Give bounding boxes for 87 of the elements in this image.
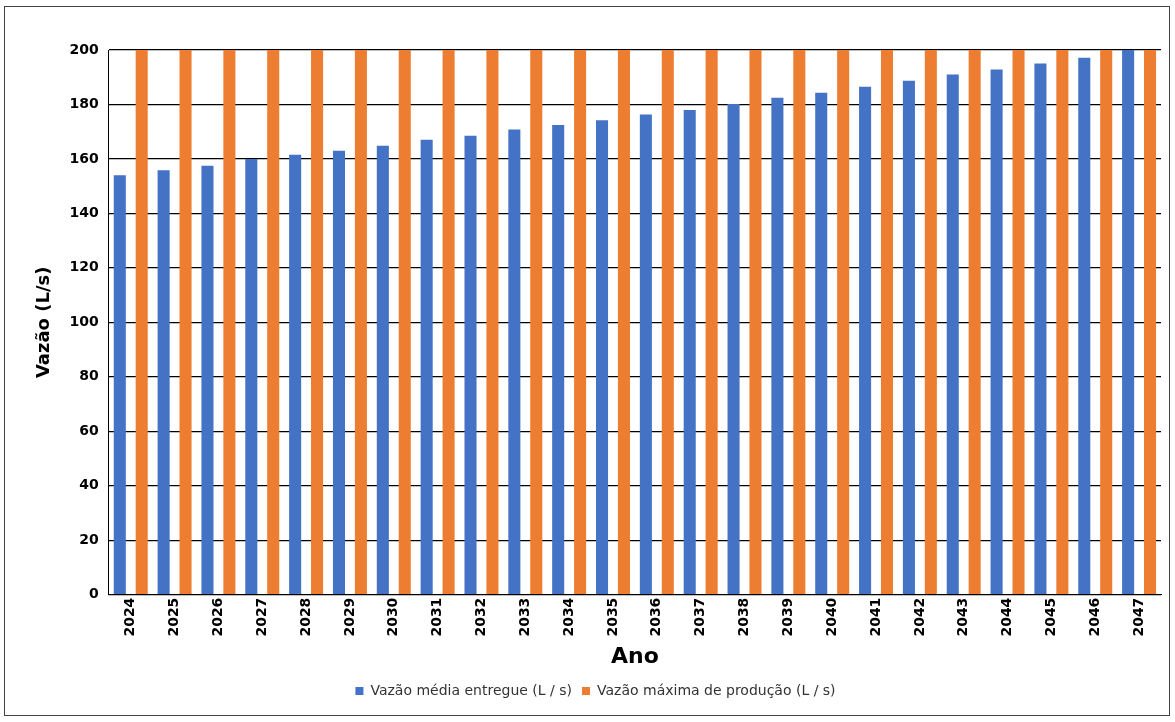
bar — [727, 103, 740, 595]
x-tick-label: 2040 — [822, 597, 839, 637]
bar — [771, 97, 784, 595]
bar — [902, 80, 915, 595]
bar — [442, 50, 455, 595]
bar — [552, 124, 565, 595]
x-tick-label: 2042 — [910, 597, 927, 637]
bar — [1056, 50, 1069, 595]
bar — [354, 50, 367, 595]
bar — [508, 129, 521, 595]
x-tick-label: 2043 — [954, 597, 971, 637]
x-tick-label: 2046 — [1085, 597, 1102, 637]
x-tick-label: 2028 — [296, 597, 313, 637]
legend-label: Vazão máxima de produção (L / s) — [596, 681, 836, 698]
bar — [749, 50, 762, 595]
bar — [705, 50, 718, 595]
y-tick-label: 120 — [69, 258, 100, 275]
bar — [223, 50, 236, 595]
x-tick-label: 2030 — [384, 597, 401, 637]
bar — [201, 165, 214, 595]
bar — [420, 139, 433, 595]
bar — [398, 50, 411, 595]
bar — [311, 50, 324, 595]
x-tick-label: 2044 — [998, 597, 1015, 637]
bar — [1078, 57, 1091, 595]
bar — [1034, 63, 1047, 595]
bar — [289, 154, 302, 595]
x-tick-label: 2032 — [472, 597, 489, 637]
bar — [639, 114, 652, 595]
bar — [267, 50, 280, 595]
x-tick-label: 2031 — [428, 597, 445, 637]
y-tick-label: 0 — [89, 585, 100, 602]
x-tick-label: 2024 — [121, 597, 138, 637]
bar — [135, 50, 148, 595]
bar — [924, 50, 937, 595]
bar — [661, 50, 674, 595]
bar — [530, 50, 543, 595]
legend-label: Vazão média entregue (L / s) — [370, 681, 572, 698]
bar — [157, 170, 170, 595]
bar — [464, 135, 477, 595]
x-tick-label: 2027 — [252, 597, 269, 637]
bar — [793, 50, 806, 595]
bar — [837, 50, 850, 595]
y-tick-label: 160 — [69, 149, 100, 166]
bar — [486, 50, 499, 595]
x-tick-label: 2038 — [735, 597, 752, 637]
bar — [574, 50, 587, 595]
bar — [617, 50, 630, 595]
x-tick-label: 2035 — [603, 597, 620, 637]
bar — [1144, 50, 1157, 595]
x-tick-label: 2037 — [691, 597, 708, 637]
bar — [1012, 50, 1025, 595]
x-tick-label: 2026 — [209, 597, 226, 637]
bar — [596, 120, 609, 595]
bar — [859, 86, 872, 595]
y-tick-label: 200 — [69, 40, 100, 57]
bar — [376, 145, 389, 595]
bar — [179, 50, 192, 595]
bar — [946, 74, 959, 595]
x-tick-label: 2041 — [866, 597, 883, 637]
bar — [815, 92, 828, 595]
y-tick-label: 180 — [69, 95, 100, 112]
y-tick-label: 140 — [69, 204, 100, 221]
y-axis-title: Vazão (L/s) — [32, 266, 54, 379]
x-tick-label: 2045 — [1042, 597, 1059, 637]
y-tick-label: 40 — [79, 476, 100, 493]
y-tick-label: 20 — [79, 530, 100, 547]
bar — [245, 158, 258, 595]
x-tick-label: 2047 — [1129, 597, 1146, 637]
x-tick-label: 2025 — [165, 597, 182, 637]
bar — [683, 109, 696, 595]
bar — [113, 175, 126, 595]
y-tick-label: 60 — [79, 421, 100, 438]
x-tick-label: 2034 — [559, 597, 576, 637]
y-tick-label: 100 — [69, 312, 100, 329]
x-tick-label: 2039 — [778, 597, 795, 637]
x-tick-label: 2036 — [647, 597, 664, 637]
bar — [1100, 50, 1113, 595]
bar — [1122, 50, 1135, 595]
x-tick-label: 2029 — [340, 597, 357, 637]
x-tick-label: 2033 — [515, 597, 532, 637]
bar — [332, 150, 346, 595]
bar — [880, 50, 894, 595]
bar — [968, 50, 981, 595]
y-tick-label: 80 — [79, 367, 100, 384]
bar — [990, 69, 1003, 595]
x-axis-title: Ano — [611, 642, 659, 668]
